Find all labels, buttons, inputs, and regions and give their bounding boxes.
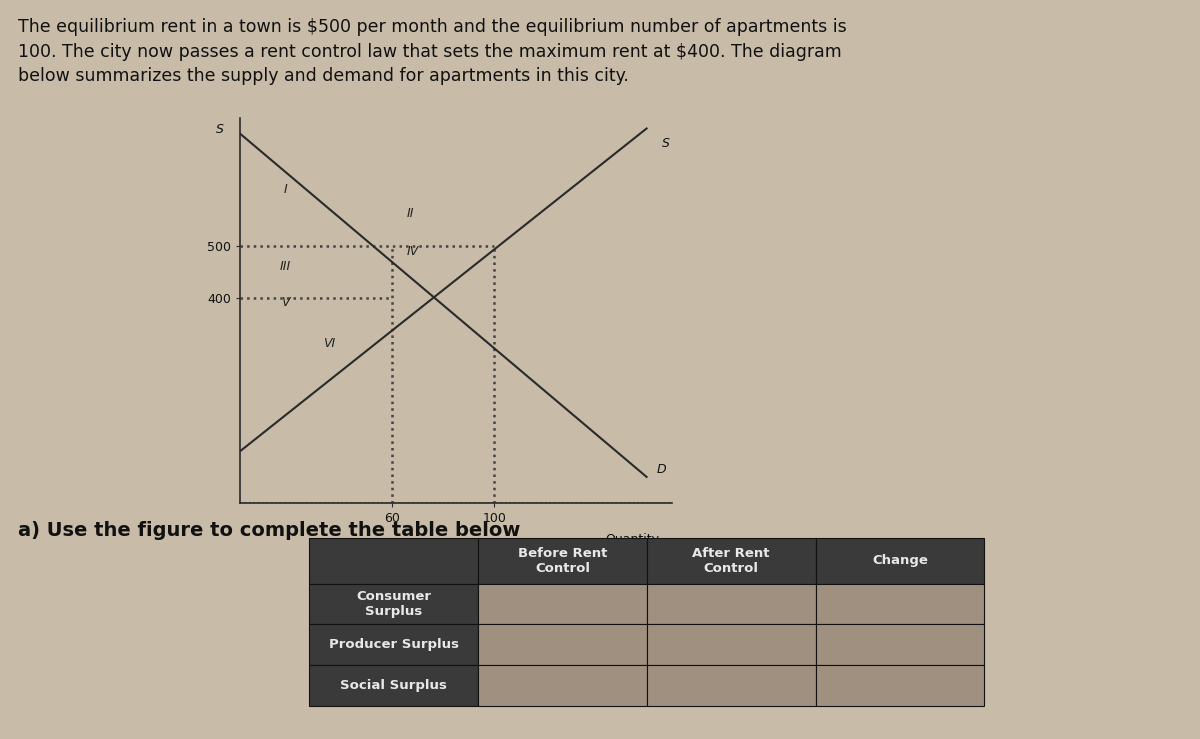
Bar	[478, 665, 647, 706]
Text: Quantity: Quantity	[605, 534, 659, 546]
Text: II: II	[407, 206, 414, 219]
Bar	[478, 584, 647, 624]
Text: a) Use the figure to complete the table below: a) Use the figure to complete the table …	[18, 521, 521, 540]
Text: below summarizes the supply and demand for apartments in this city.: below summarizes the supply and demand f…	[18, 67, 629, 85]
Text: S: S	[662, 137, 670, 150]
Bar	[310, 538, 478, 584]
Bar	[816, 538, 984, 584]
Bar	[478, 538, 647, 584]
Bar	[816, 584, 984, 624]
Text: S: S	[216, 123, 223, 137]
Text: IV: IV	[407, 245, 419, 258]
Bar	[647, 584, 816, 624]
Bar	[310, 584, 478, 624]
Text: Consumer
Surplus: Consumer Surplus	[356, 590, 431, 618]
Text: 100. The city now passes a rent control law that sets the maximum rent at $400. : 100. The city now passes a rent control …	[18, 43, 841, 61]
Text: After Rent
Control: After Rent Control	[692, 547, 770, 575]
Text: V: V	[282, 296, 290, 309]
Text: Change: Change	[872, 554, 928, 568]
Bar	[647, 624, 816, 665]
Bar	[310, 624, 478, 665]
Bar	[816, 624, 984, 665]
Text: The equilibrium rent in a town is $500 per month and the equilibrium number of a: The equilibrium rent in a town is $500 p…	[18, 18, 847, 36]
Text: Social Surplus: Social Surplus	[341, 679, 448, 692]
Bar	[647, 538, 816, 584]
Bar	[310, 665, 478, 706]
Bar	[478, 624, 647, 665]
Text: D: D	[656, 463, 666, 476]
Text: I: I	[284, 183, 288, 197]
Text: Producer Surplus: Producer Surplus	[329, 638, 458, 651]
Text: III: III	[280, 260, 292, 273]
Bar	[647, 665, 816, 706]
Bar	[816, 665, 984, 706]
Text: VI: VI	[323, 337, 335, 350]
Text: Before Rent
Control: Before Rent Control	[517, 547, 607, 575]
